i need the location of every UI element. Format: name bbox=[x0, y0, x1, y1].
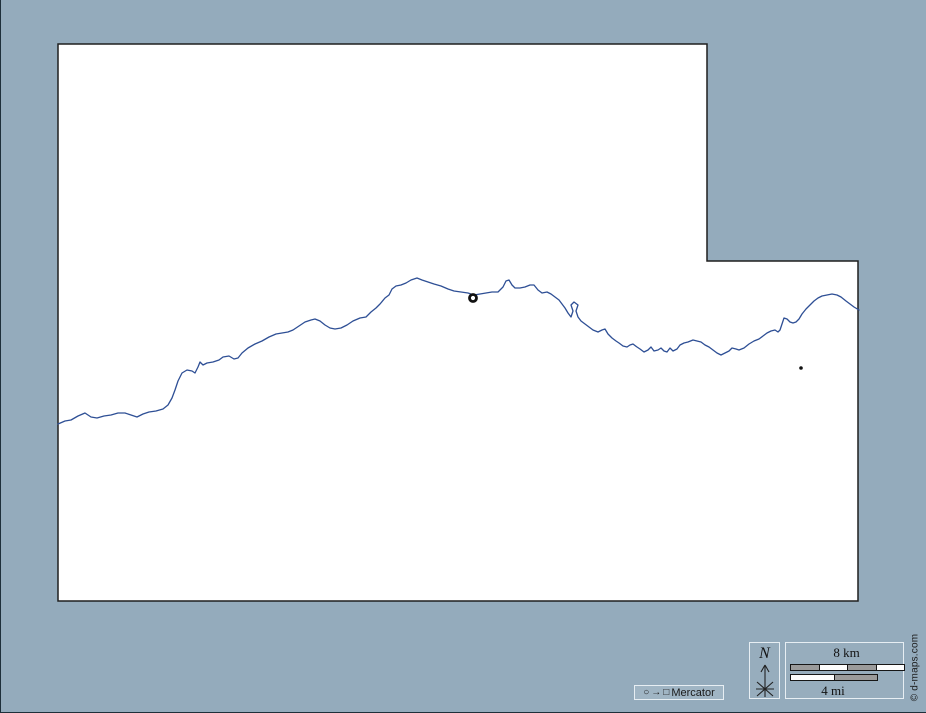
scale-segment bbox=[818, 665, 847, 670]
scale-mi-label: 4 mi bbox=[821, 683, 845, 698]
scale-mi-bar bbox=[790, 674, 878, 681]
scale-segment bbox=[791, 675, 834, 680]
scale-segment bbox=[875, 665, 904, 670]
scale-segment bbox=[847, 665, 876, 670]
copyright-credit: © d-maps.com bbox=[909, 633, 921, 702]
city-ring-marker bbox=[468, 293, 478, 303]
scale-km-label: 8 km bbox=[833, 645, 860, 660]
square-icon: □ bbox=[663, 686, 670, 698]
town-dot-marker bbox=[799, 366, 803, 370]
north-label: N bbox=[759, 645, 770, 662]
county-boundary bbox=[57, 43, 859, 602]
scale-segment bbox=[791, 665, 819, 670]
scale-segment bbox=[833, 675, 877, 680]
scale-bar-box: 8 km 4 mi bbox=[785, 642, 905, 699]
arrow-right-icon: → bbox=[651, 686, 662, 698]
river-line bbox=[57, 277, 860, 425]
scale-km-bar bbox=[790, 664, 905, 671]
compass-box: N bbox=[749, 642, 780, 699]
projection-box: ○ → □ Mercator bbox=[634, 685, 724, 700]
compass-rose-icon bbox=[755, 664, 774, 697]
circle-icon: ○ bbox=[643, 686, 650, 698]
projection-label: Mercator bbox=[671, 686, 715, 699]
